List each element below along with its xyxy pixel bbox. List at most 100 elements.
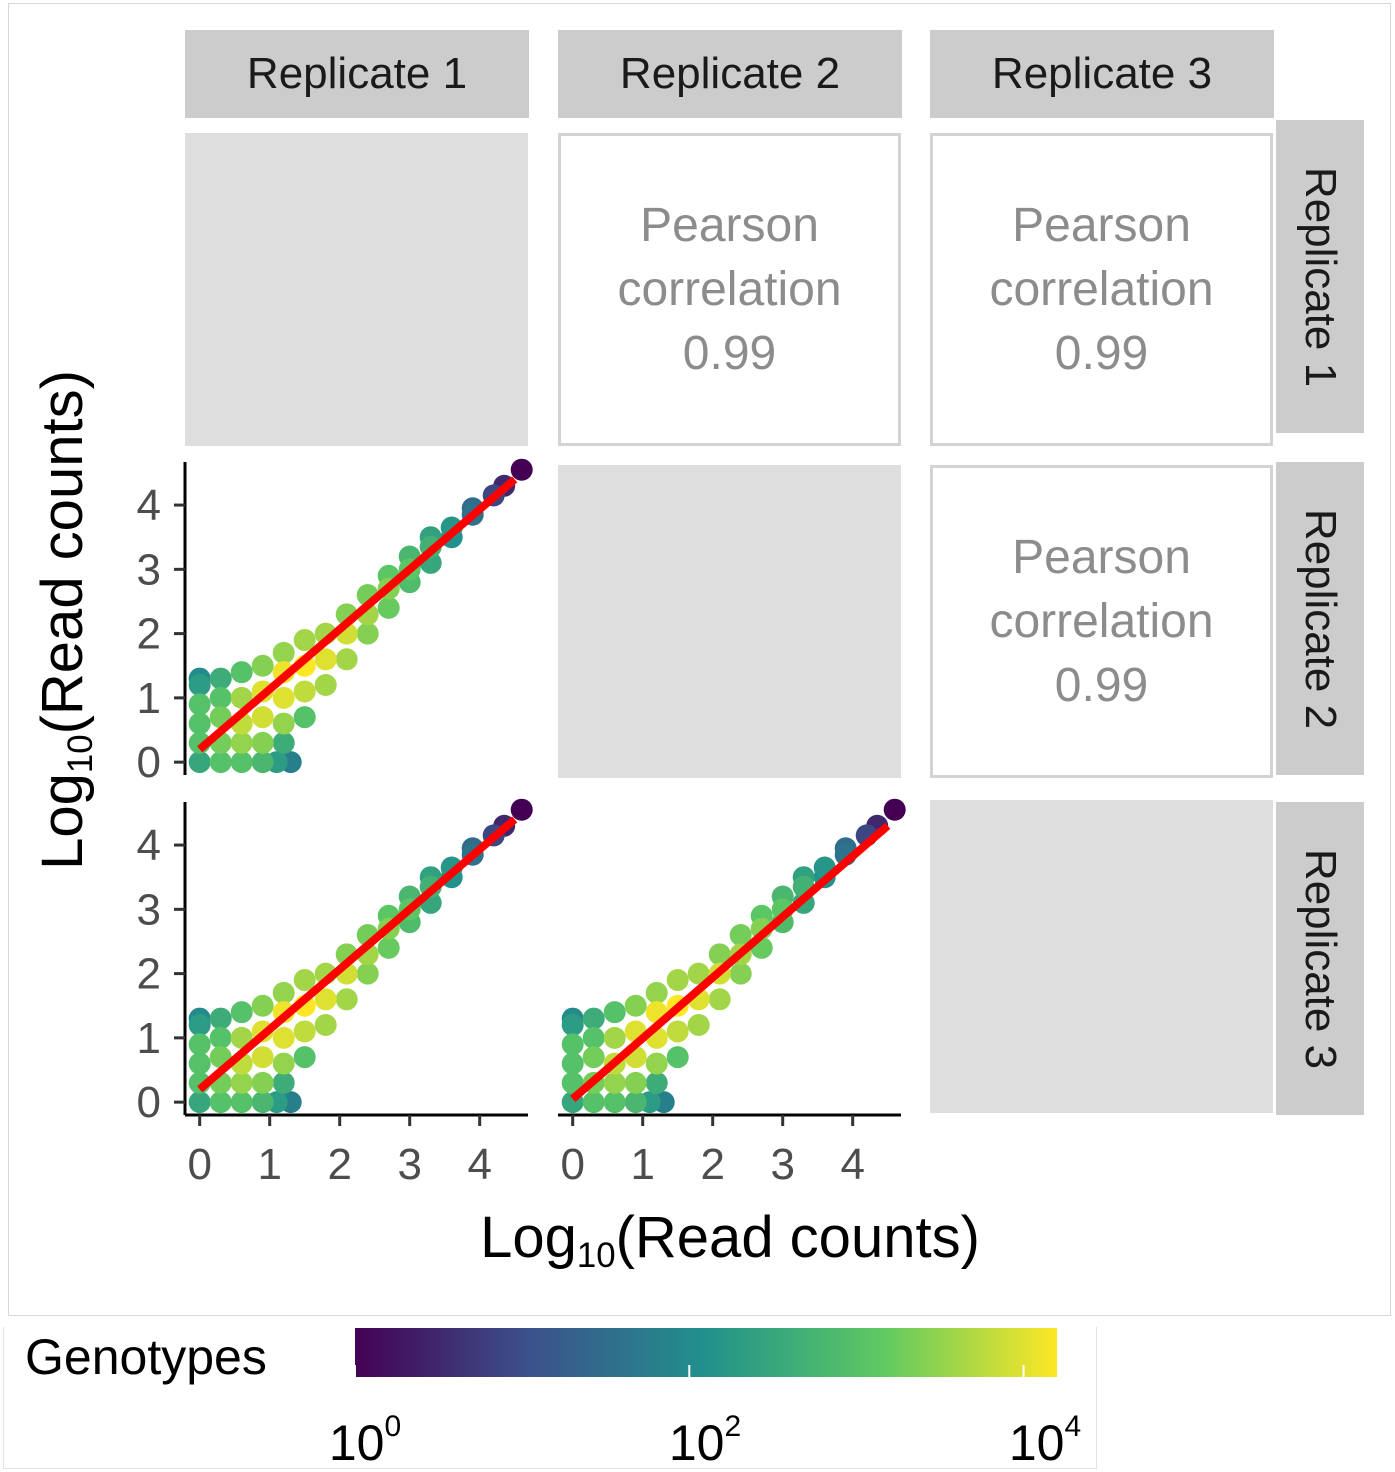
colorbar-tick-label-0: 100 — [328, 1410, 402, 1471]
row-strip-replicate-1: Replicate 1 — [1276, 120, 1364, 433]
data-point — [687, 1014, 710, 1037]
diagonal-panel-2 — [558, 465, 901, 778]
data-point — [188, 712, 211, 735]
x-tick-label: 0 — [560, 1140, 584, 1189]
data-point — [251, 994, 274, 1017]
data-point — [209, 667, 232, 690]
x-tick-label: 4 — [467, 1140, 491, 1189]
column-strip-replicate-3: Replicate 3 — [930, 30, 1274, 118]
x-tick-label: 1 — [257, 1140, 281, 1189]
data-point — [582, 1046, 605, 1069]
data-point — [251, 1046, 274, 1069]
y-tick-label: 0 — [137, 738, 161, 787]
data-point — [230, 1091, 253, 1114]
diagonal-panel-3 — [930, 800, 1273, 1113]
plot-frame — [8, 3, 1391, 1316]
correlation-value: 0.99 — [1054, 658, 1149, 712]
data-point — [293, 1046, 316, 1069]
data-point — [666, 1020, 689, 1043]
data-point — [645, 1052, 668, 1075]
colorbar-tick-label-2: 102 — [668, 1410, 742, 1471]
column-strip-replicate-1: Replicate 1 — [185, 30, 529, 118]
data-point — [188, 1033, 211, 1056]
data-point — [230, 751, 253, 774]
data-point — [188, 751, 211, 774]
data-point — [624, 1071, 647, 1094]
data-point — [293, 1020, 316, 1043]
data-point — [335, 988, 358, 1011]
data-point — [603, 1001, 626, 1024]
x-tick-label: 3 — [397, 1140, 421, 1189]
data-point — [293, 629, 316, 652]
y-tick-label: 1 — [137, 1014, 161, 1063]
data-point — [582, 1007, 605, 1030]
x-axis-title: Log10(Read counts) — [480, 1204, 980, 1276]
data-point — [561, 1033, 584, 1056]
data-point — [230, 731, 253, 754]
correlation-value: 0.99 — [682, 326, 777, 380]
strip-label: Replicate 3 — [991, 49, 1213, 98]
y-tick-label: 4 — [137, 481, 161, 530]
diagonal-panel-1 — [185, 133, 528, 446]
correlation-box-r2-c3: Pearson correlation 0.99 — [930, 465, 1273, 778]
data-point — [645, 981, 668, 1004]
data-point — [251, 731, 274, 754]
data-point — [209, 1091, 232, 1114]
data-point — [335, 648, 358, 671]
data-point — [356, 962, 379, 985]
data-point — [624, 994, 647, 1017]
strip-label: Replicate 1 — [1296, 166, 1346, 387]
data-point — [272, 1052, 295, 1075]
x-tick-label: 0 — [187, 1140, 211, 1189]
data-point — [251, 1071, 274, 1094]
correlation-value: 0.99 — [1054, 326, 1149, 380]
data-point — [293, 706, 316, 729]
correlation-label: Pearson correlation — [617, 198, 842, 316]
y-tick-label: 3 — [137, 885, 161, 934]
colorbar-tick-label-4: 104 — [1008, 1410, 1082, 1471]
strip-label: Replicate 1 — [246, 49, 468, 98]
data-point — [666, 1046, 689, 1069]
data-point — [272, 731, 295, 754]
data-point — [356, 622, 379, 645]
data-point — [293, 969, 316, 992]
data-point — [272, 1026, 295, 1049]
data-point — [293, 680, 316, 703]
data-point — [561, 1071, 584, 1094]
data-point — [188, 674, 211, 697]
row-strip-replicate-2: Replicate 2 — [1276, 462, 1364, 775]
y-axis-title: Log10(Read counts) — [29, 370, 101, 870]
data-point — [314, 648, 337, 671]
data-point — [603, 1071, 626, 1094]
data-point — [230, 1071, 253, 1094]
data-point — [510, 458, 533, 481]
data-point — [687, 962, 710, 985]
x-tick-label: 1 — [630, 1140, 654, 1189]
colorbar-fill — [355, 1328, 1057, 1377]
data-point — [272, 712, 295, 735]
data-point — [582, 1026, 605, 1049]
y-tick-label: 3 — [137, 545, 161, 594]
y-tick-label: 4 — [137, 821, 161, 870]
correlation-label: Pearson correlation — [989, 530, 1214, 648]
data-point — [188, 1014, 211, 1037]
scatter-panel-r2-c1: 0 1 2 3 4 — [137, 458, 533, 787]
strip-label: Replicate 2 — [619, 49, 841, 98]
data-point — [510, 798, 533, 821]
data-point — [188, 1052, 211, 1075]
column-strip-replicate-2: Replicate 2 — [558, 30, 902, 118]
data-point — [377, 936, 400, 959]
data-point — [209, 686, 232, 709]
data-point — [624, 1091, 647, 1114]
data-point — [561, 1014, 584, 1037]
data-point — [603, 1026, 626, 1049]
data-point — [708, 943, 731, 966]
data-point — [209, 751, 232, 774]
data-point — [708, 988, 731, 1011]
data-point — [314, 1014, 337, 1037]
data-point — [666, 969, 689, 992]
data-point — [251, 654, 274, 677]
x-tick-label: 2 — [700, 1140, 724, 1189]
data-point — [314, 674, 337, 697]
